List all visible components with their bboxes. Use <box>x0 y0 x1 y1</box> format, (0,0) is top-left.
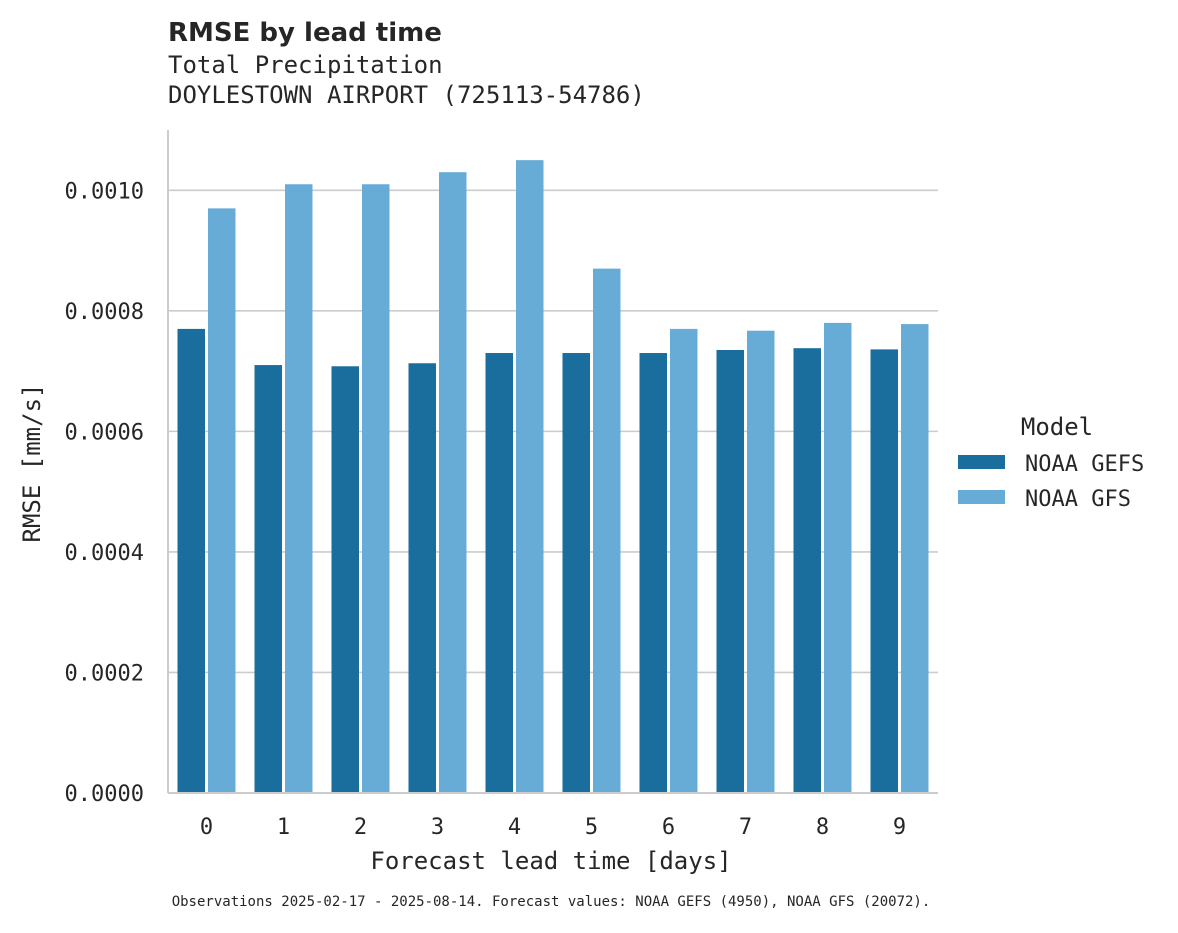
bar-noaa-gefs-7 <box>716 349 744 793</box>
bar-noaa-gefs-1 <box>254 365 282 793</box>
chart-subtitle-line-2: DOYLESTOWN AIRPORT (725113-54786) <box>168 81 645 109</box>
legend-label: NOAA GEFS <box>1025 452 1144 477</box>
x-tick-label: 9 <box>893 815 906 840</box>
chart-subtitle-line-1: Total Precipitation <box>168 51 443 79</box>
y-tick-label: 0.0010 <box>65 179 144 204</box>
gridlines <box>168 189 938 674</box>
bar-noaa-gfs-2 <box>362 184 390 793</box>
bar-noaa-gfs-7 <box>747 330 775 793</box>
legend-title: Model <box>1021 413 1093 441</box>
bar-noaa-gefs-5 <box>562 353 590 793</box>
x-tick-label: 6 <box>662 815 675 840</box>
bar-noaa-gefs-8 <box>793 348 821 793</box>
legend-label: NOAA GFS <box>1025 487 1131 512</box>
bars-group <box>177 160 929 794</box>
x-tick-label: 5 <box>585 815 598 840</box>
bar-noaa-gefs-2 <box>331 366 359 793</box>
bar-noaa-gefs-0 <box>177 328 205 793</box>
bar-noaa-gfs-0 <box>208 208 236 793</box>
footnote: Observations 2025-02-17 - 2025-08-14. Fo… <box>172 894 931 910</box>
bar-noaa-gfs-8 <box>824 322 852 793</box>
bar-noaa-gfs-5 <box>593 268 621 793</box>
x-tick-label: 1 <box>277 815 290 840</box>
axes <box>167 130 938 794</box>
bar-noaa-gfs-9 <box>901 324 929 793</box>
y-tick-label: 0.0006 <box>65 420 144 445</box>
x-axis-label: Forecast lead time [days] <box>370 847 731 875</box>
x-tick-label: 7 <box>739 815 752 840</box>
x-tick-label: 4 <box>508 815 521 840</box>
bar-noaa-gfs-4 <box>516 160 544 794</box>
y-axis-label: RMSE [mm/s] <box>18 384 46 543</box>
bar-noaa-gefs-3 <box>408 363 436 793</box>
bar-noaa-gfs-1 <box>285 184 313 793</box>
x-tick-label: 3 <box>431 815 444 840</box>
x-tick-labels: 0 1 2 3 4 5 6 7 8 9 <box>200 815 906 840</box>
bar-noaa-gefs-4 <box>485 353 513 793</box>
y-tick-labels: 0.0000 0.0002 0.0004 0.0006 0.0008 0.0010 <box>65 179 144 807</box>
x-tick-label: 8 <box>816 815 829 840</box>
x-tick-label: 2 <box>354 815 367 840</box>
legend-swatch <box>958 490 1005 504</box>
bar-noaa-gfs-3 <box>439 172 467 793</box>
chart-title: RMSE by lead time <box>168 18 442 48</box>
legend-swatch <box>958 455 1005 469</box>
y-tick-label: 0.0000 <box>65 782 144 807</box>
y-tick-label: 0.0008 <box>65 300 144 325</box>
y-tick-label: 0.0002 <box>65 661 144 686</box>
x-tick-label: 0 <box>200 815 213 840</box>
bar-noaa-gefs-9 <box>870 349 898 793</box>
y-tick-label: 0.0004 <box>65 541 144 566</box>
bar-noaa-gfs-6 <box>670 328 698 793</box>
legend: Model NOAA GEFS NOAA GFS <box>958 413 1144 512</box>
bar-noaa-gefs-6 <box>639 353 667 793</box>
